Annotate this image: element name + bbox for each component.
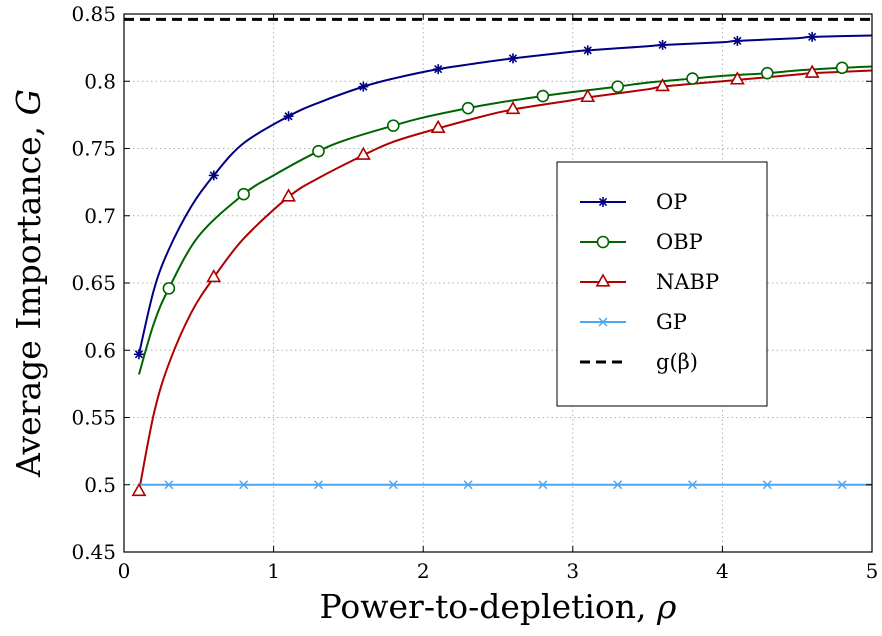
data-point-gp [538,480,548,490]
x-tick-label: 1 [267,559,280,583]
x-tick-label: 5 [866,559,879,583]
data-point-gp [762,480,772,490]
data-point-nabp [729,71,745,85]
series-line-op [137,34,872,355]
x-tick-label: 0 [118,559,131,583]
y-tick-label: 0.5 [84,473,116,497]
data-point-obp [835,61,849,75]
data-point-obp [611,80,624,93]
data-point-gp [687,480,698,490]
x-axis-label: Power-to-depletion, ρ [320,587,678,626]
legend-label: GP [656,310,687,334]
data-point-obp [386,119,400,132]
data-point-gp [837,480,847,490]
legend-label: OP [656,190,687,214]
data-point-op [732,35,743,46]
y-tick-label: 0.75 [71,137,116,161]
plot-series [124,17,872,492]
x-tick-label: 3 [566,559,579,583]
legend-item-nabp: NABP [580,270,719,294]
x-tick-label: 4 [716,559,729,583]
data-point-gp [313,480,324,490]
x-axis-label-symbol: ρ [656,587,677,626]
data-point-gp [388,480,398,490]
x-axis-label-text: Power-to-depletion, [320,587,647,626]
legend-label: NABP [656,270,719,294]
legend-item-obp: OBP [580,230,703,254]
x-tick-label: 2 [417,559,430,583]
y-axis-label-text: Average Importance, [9,126,48,478]
data-point-obp [536,89,550,103]
legend-item-gp: GP [580,310,687,334]
data-point-obp [312,144,325,158]
legend-marker [598,197,608,207]
axis-ticks: 0 1 2 3 4 5 0.45 0.5 0.55 0.6 0.65 0.7 0.75 0.8 0.85 [71,2,878,583]
data-point-nabp [355,146,371,160]
data-point-obp [237,187,250,201]
legend-marker [595,273,611,287]
data-point-gp [239,480,249,490]
y-tick-label: 0.45 [71,540,116,564]
legend-marker [596,235,610,249]
plot-markers [131,31,849,497]
data-point-op [433,64,444,75]
data-point-nabp [655,77,671,92]
data-point-gp [613,480,623,490]
data-point-obp [461,101,475,115]
data-point-op [358,81,369,92]
legend-label: OBP [656,230,703,254]
data-point-nabp [131,482,147,497]
data-point-op [807,31,818,42]
data-point-obp [760,66,774,80]
data-point-nabp [430,119,446,133]
legend-item-g: g(β) [580,350,698,374]
data-point-op [657,39,668,50]
y-axis-label: Average Importance, G [9,89,48,478]
series-line-nabp [137,69,872,492]
data-point-gp [463,480,473,490]
legend-marker [598,317,608,327]
y-tick-label: 0.55 [71,406,116,430]
data-point-nabp [206,268,222,283]
data-point-nabp [804,64,820,78]
data-point-op [507,53,518,64]
data-point-gp [164,480,174,490]
data-point-op [133,349,144,360]
data-point-op [208,170,219,181]
data-point-nabp [505,100,521,115]
data-point-nabp [580,88,596,103]
y-tick-label: 0.65 [71,271,116,295]
y-tick-label: 0.7 [84,204,116,228]
y-tick-label: 0.85 [71,2,116,26]
y-axis-label-symbol: G [9,89,48,115]
data-point-obp [162,282,176,295]
series-line-obp [138,65,872,375]
data-point-nabp [281,188,297,202]
legend-label: g(β) [656,350,698,374]
y-tick-label: 0.8 [84,69,116,93]
data-point-op [283,111,294,122]
y-tick-label: 0.6 [84,338,116,362]
data-point-obp [686,72,699,85]
legend-item-op: OP [580,190,687,214]
data-point-op [582,45,593,56]
legend: OP OBP NABP GP g(β) [556,161,768,407]
